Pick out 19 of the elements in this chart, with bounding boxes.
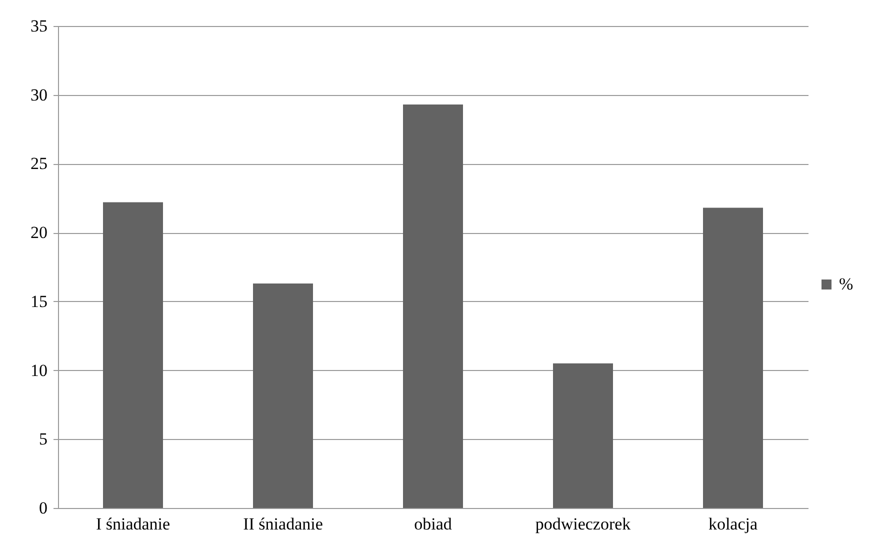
legend-label: % [839,274,854,294]
x-tick-label: podwieczorek [535,514,632,534]
y-tick-label: 30 [30,85,48,104]
bar [253,284,313,508]
x-tick-label: kolacja [708,514,758,534]
x-tick-label: I śniadanie [96,514,170,534]
bar [103,202,163,508]
y-tick-label: 20 [30,223,48,242]
y-tick-label: 5 [39,430,48,449]
bar [403,104,463,508]
bar [703,208,763,508]
x-tick-label: II śniadanie [243,514,323,534]
bar [553,363,613,508]
x-tick-label: obiad [414,514,452,534]
y-tick-label: 0 [39,498,48,518]
y-tick-label: 10 [30,360,48,380]
y-tick-label: 25 [30,154,48,174]
y-tick-label: 15 [30,292,48,311]
y-tick-label: 35 [30,16,48,36]
